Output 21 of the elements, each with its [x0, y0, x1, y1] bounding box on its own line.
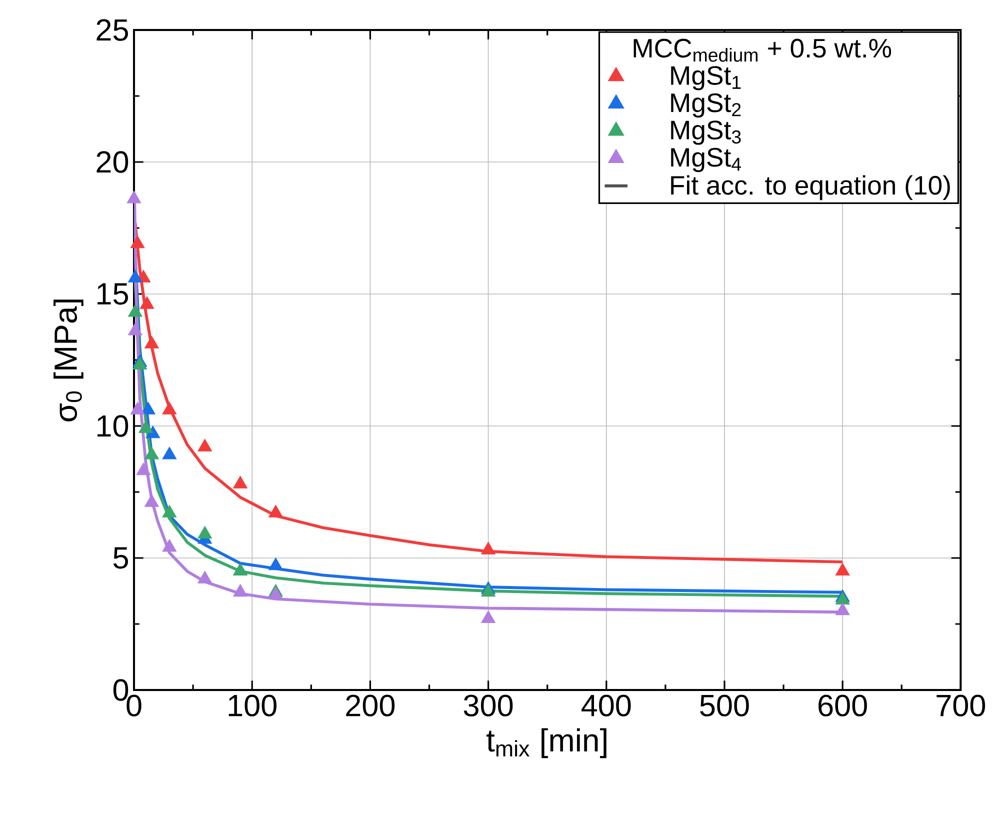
x-tick-label: 700: [936, 694, 986, 716]
x-axis-title: t$_{mix}$ [min]: [486, 728, 606, 758]
legend-label: MgSt$_{2}$: [671, 93, 741, 118]
y-tick-label: 15: [98, 283, 128, 305]
legend-label: MgSt$_{4}$: [671, 148, 742, 172]
y-tick-label: 20: [96, 151, 128, 173]
y-tick-label: 10: [98, 415, 128, 437]
y-axis-title: σ$_{0}$ [MPa]: [54, 300, 84, 422]
x-tick-label: 400: [582, 694, 631, 716]
legend-label: MgSt$_{1}$: [671, 66, 741, 90]
x-tick-label: 100: [228, 694, 276, 716]
legend-label: Fit acc. to equation (10): [671, 175, 950, 200]
x-tick-label: 200: [346, 694, 395, 716]
x-tick-label: 600: [818, 694, 867, 716]
legend-title: MCC$_{medium}$ + 0.5 wt.%: [634, 38, 892, 62]
y-tick-label: 0: [113, 679, 128, 701]
y-tick-label: 5: [113, 547, 128, 569]
y-tick-label: 25: [96, 19, 128, 41]
x-tick-label: 500: [700, 694, 749, 716]
legend-label: MgSt$_{3}$: [671, 120, 741, 145]
x-tick-label: 300: [464, 694, 513, 716]
